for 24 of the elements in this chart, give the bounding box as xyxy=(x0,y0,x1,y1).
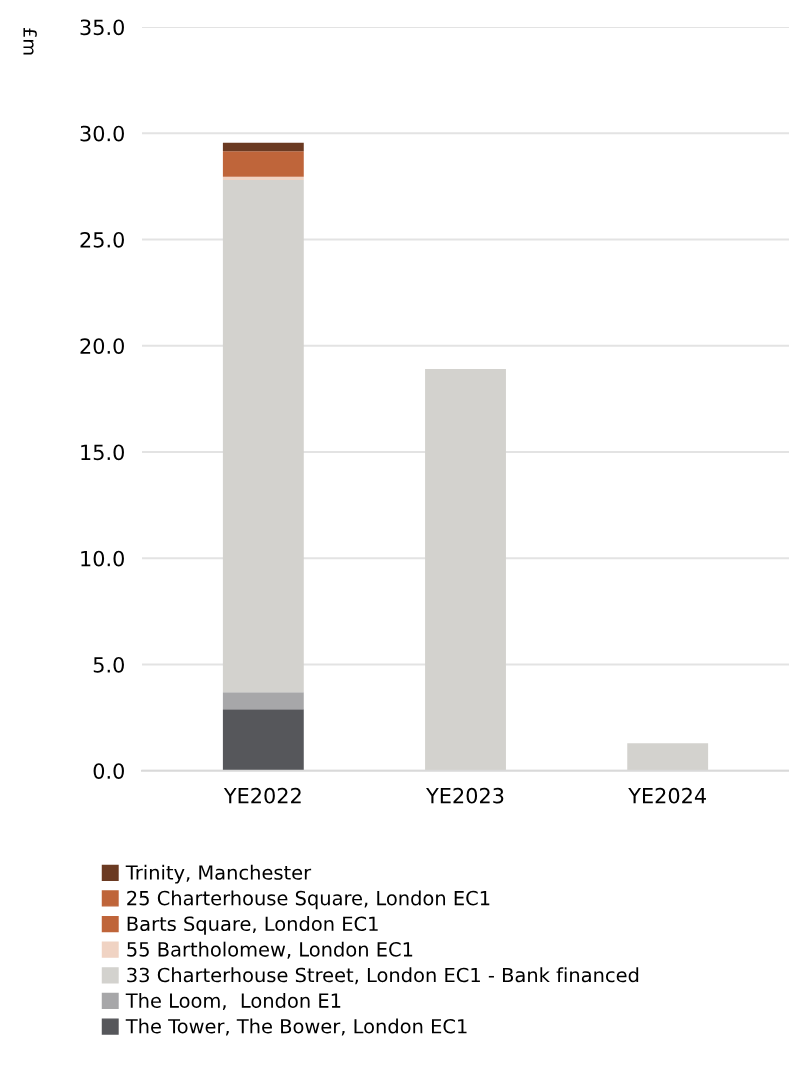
x-tick-label: YE2023 xyxy=(426,787,504,804)
bar xyxy=(222,176,304,180)
legend-label: The Loom, London E1 xyxy=(125,992,341,1010)
y-tick-label: 20.0 xyxy=(80,338,124,354)
legend-label: 33 Charterhouse Street, London EC1 - Bank financed xyxy=(127,967,639,985)
y-tick-label: 35.0 xyxy=(80,19,124,36)
legend-label: The Tower, The Bower, London EC1 xyxy=(125,1018,467,1036)
legend-label: Barts Square, London EC1 xyxy=(127,916,378,935)
y-tick-label: 25.0 xyxy=(80,231,124,248)
y-tick-label: 0.0 xyxy=(93,763,124,779)
bar xyxy=(222,709,304,771)
legend-label: 55 Bartholomew, London EC1 xyxy=(127,941,413,959)
x-tick-label: YE2022 xyxy=(223,787,301,804)
x-tick-label: YE2024 xyxy=(628,787,706,804)
y-axis-title: £m xyxy=(23,28,37,55)
y-tick-label: 10.0 xyxy=(81,550,124,567)
y-tick-label: 5.0 xyxy=(93,656,124,673)
legend-label: 25 Charterhouse Square, London EC1 xyxy=(127,890,490,910)
bar xyxy=(222,142,304,152)
y-tick-label: 15.0 xyxy=(81,444,124,461)
y-tick-label: 30.0 xyxy=(80,125,124,142)
bar xyxy=(222,692,304,710)
legend-label: Trinity, Manchester xyxy=(125,864,312,884)
bar xyxy=(222,179,304,693)
